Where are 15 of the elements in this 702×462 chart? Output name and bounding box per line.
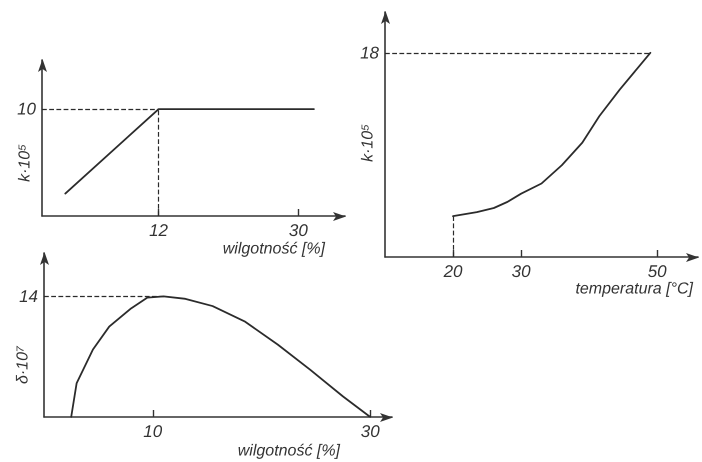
y-axis-title: δ·10⁷	[14, 345, 32, 384]
text: 14	[19, 286, 38, 306]
x-axis-title: wilgotność [%]	[238, 442, 341, 460]
x-tick-label: 30	[512, 262, 532, 281]
x-axis-title: temperatura [°C]	[575, 280, 694, 298]
x-tick-label: 12	[149, 221, 169, 240]
x-tick-label: 30	[288, 221, 308, 240]
text: 18	[360, 43, 380, 62]
x-tick-label: 50	[648, 262, 668, 281]
y-axis-title: k·10⁵	[16, 144, 34, 182]
x-tick-label: 20	[442, 262, 464, 281]
x-axis-title: wilgotność [%]	[222, 240, 326, 258]
y-axis-title: k·10⁵	[360, 124, 376, 162]
text: 10	[17, 100, 37, 119]
x-tick-label: 30	[360, 422, 380, 441]
